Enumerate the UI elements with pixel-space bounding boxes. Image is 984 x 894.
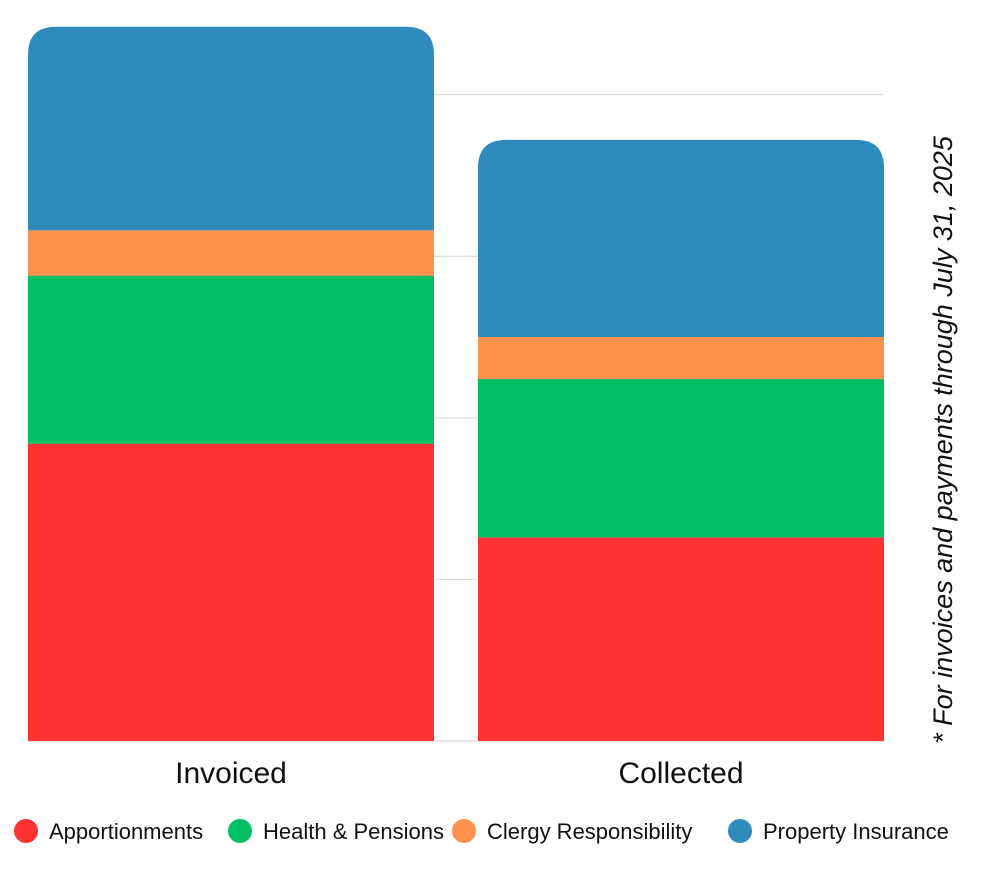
category-label-collected: Collected	[618, 757, 743, 790]
legend-marker-clergy-responsibility	[452, 819, 476, 843]
legend: Apportionments Health & Pensions Clergy Re…	[14, 819, 949, 844]
legend-marker-health-pensions	[228, 819, 252, 843]
legend-label-property-insurance: Property Insurance	[763, 819, 949, 844]
legend-label-clergy-responsibility: Clergy Responsibility	[487, 819, 692, 844]
legend-marker-apportionments	[14, 819, 38, 843]
legend-label-health-pensions: Health & Pensions	[263, 819, 444, 844]
bar-collected-apportionments	[478, 537, 884, 741]
legend-label-apportionments: Apportionments	[49, 819, 203, 844]
bar-collected-health-pensions	[478, 379, 884, 538]
bar-collected-clergy-responsibility	[478, 337, 884, 380]
bar-collected-property-insurance	[478, 139, 884, 338]
bar-invoiced-health-pensions	[28, 275, 434, 444]
bar-invoiced-property-insurance	[28, 26, 434, 231]
category-labels: Invoiced Collected	[175, 757, 743, 790]
category-label-invoiced: Invoiced	[175, 757, 287, 790]
bar-invoiced-apportionments	[28, 443, 434, 741]
bar-invoiced-clergy-responsibility	[28, 230, 434, 276]
bars	[28, 26, 884, 741]
legend-marker-property-insurance	[728, 819, 752, 843]
footnote: * For invoices and payments through July…	[928, 135, 958, 744]
